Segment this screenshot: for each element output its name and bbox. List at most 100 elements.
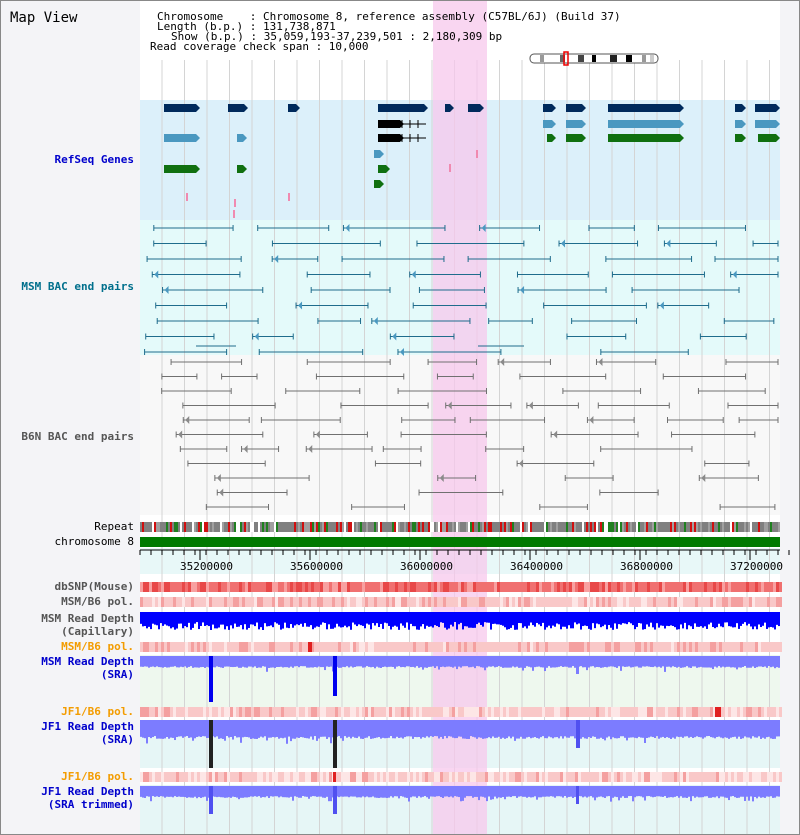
track-label-jf1-depth-sra[interactable]: JF1 Read Depth [41, 720, 134, 733]
depth-bar [200, 720, 202, 737]
track-label-jf1-depth-trim[interactable]: JF1 Read Depth [41, 785, 134, 798]
depth-bar [272, 612, 274, 628]
snp-segment [644, 582, 647, 592]
depth-bar [264, 786, 266, 798]
depth-bar [148, 786, 150, 797]
track-label-repeat[interactable]: Repeat [94, 520, 134, 533]
depth-bar [646, 656, 648, 667]
depth-bar [386, 612, 388, 624]
track-label-jf1-b6-pol-1[interactable]: JF1/B6 pol. [61, 705, 134, 718]
pol-segment [320, 597, 323, 607]
depth-bar [330, 786, 332, 802]
depth-bar [434, 720, 436, 737]
depth-bar [290, 656, 292, 667]
snp-segment [485, 582, 488, 592]
depth-bar [558, 786, 560, 797]
depth-bar [750, 720, 752, 739]
pol-segment [320, 772, 323, 782]
snp-segment [497, 582, 500, 592]
pol-segment [344, 707, 347, 717]
depth-bar [542, 612, 544, 623]
depth-bar [458, 612, 460, 625]
pol-segment [731, 707, 734, 717]
pol-segment [587, 597, 590, 607]
snp-segment [671, 582, 674, 592]
depth-bar [320, 720, 322, 737]
pol-segment [608, 597, 611, 607]
repeat-segment [672, 522, 674, 532]
depth-bar [446, 786, 448, 797]
depth-bar [298, 656, 300, 668]
depth-bar [626, 720, 628, 741]
track-label-msm-depth-sra[interactable]: MSM Read Depth [41, 655, 134, 668]
snp-segment [173, 582, 176, 592]
pol-segment [197, 707, 200, 717]
depth-bar [710, 786, 712, 798]
pol-segment [470, 772, 473, 782]
depth-bar [650, 786, 652, 797]
snp-segment [710, 582, 713, 592]
pol-segment [437, 707, 440, 717]
repeat-segment [744, 522, 746, 532]
depth-bar [156, 720, 158, 739]
track-label-msm-b6-pol-2[interactable]: MSM/B6 pol. [61, 640, 134, 653]
pol-segment [779, 597, 782, 607]
depth-bar [566, 720, 568, 738]
pol-segment [707, 707, 710, 717]
gene-arrow [552, 104, 556, 112]
pol-segment [734, 642, 737, 652]
depth-bar [170, 720, 172, 738]
pol-segment [296, 772, 299, 782]
depth-bar [354, 612, 356, 625]
depth-bar [532, 720, 534, 738]
depth-bar [442, 656, 444, 667]
depth-bar [742, 612, 744, 624]
gene-body [735, 120, 742, 128]
track-label-msm-b6-pol-1[interactable]: MSM/B6 pol. [61, 595, 134, 608]
depth-bar [366, 612, 368, 624]
depth-bar [294, 720, 296, 739]
pol-segment [674, 642, 677, 652]
pol-segment [392, 642, 395, 652]
track-label-b6n-bac[interactable]: B6N BAC end pairs [21, 430, 134, 443]
gene-body [566, 104, 582, 112]
track-label-jf1-b6-pol-2[interactable]: JF1/B6 pol. [61, 770, 134, 783]
repeat-segment [742, 522, 744, 532]
track-label-msm-bac[interactable]: MSM BAC end pairs [21, 280, 134, 293]
depth-bar [660, 612, 662, 626]
repeat-segment [632, 522, 634, 532]
pol-segment [536, 597, 539, 607]
pol-segment [329, 707, 332, 717]
track-label-msm-depth-cap[interactable]: MSM Read Depth [41, 612, 134, 625]
repeat-segment [602, 522, 604, 532]
pol-segment [248, 707, 251, 717]
snp-segment [335, 582, 338, 592]
repeat-segment [198, 522, 200, 532]
track-label-dbsnp[interactable]: dbSNP(Mouse) [54, 580, 134, 593]
pol-segment [356, 597, 359, 607]
track-label-chromosome[interactable]: chromosome 8 [54, 535, 134, 548]
repeat-segment [750, 522, 752, 532]
gene-arrow [680, 134, 684, 142]
pol-segment [647, 642, 650, 652]
depth-bar [704, 656, 706, 668]
depth-bar [586, 720, 588, 739]
depth-bar [524, 720, 526, 739]
depth-bar [294, 656, 296, 667]
depth-bar [528, 656, 530, 667]
snp-segment [215, 582, 218, 592]
track-label-refseq[interactable]: RefSeq Genes [54, 153, 134, 166]
pol-segment [140, 772, 143, 782]
pol-segment [497, 597, 500, 607]
pol-segment [212, 597, 215, 607]
snp-segment [731, 582, 734, 592]
repeat-segment [290, 522, 292, 532]
pol-segment [743, 597, 746, 607]
depth-bar [334, 612, 336, 628]
repeat-segment [422, 522, 424, 532]
pol-segment [581, 707, 584, 717]
depth-bar [582, 656, 584, 668]
depth-bar [694, 720, 696, 738]
pol-segment [695, 707, 698, 717]
